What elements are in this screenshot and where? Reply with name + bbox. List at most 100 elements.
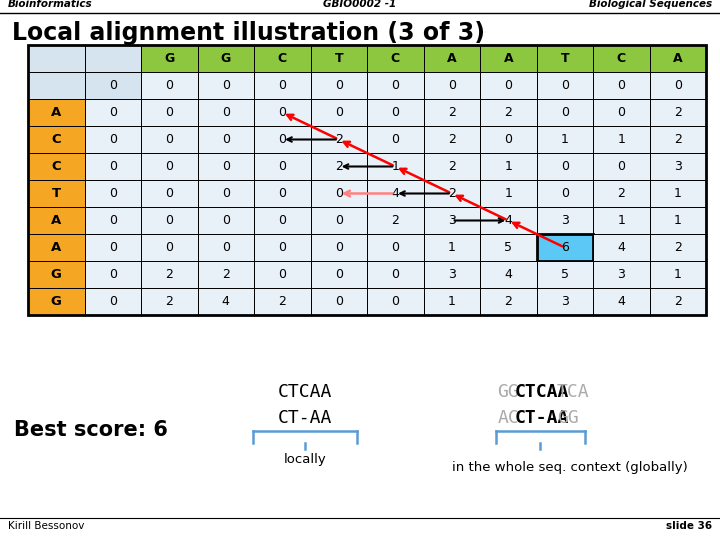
Text: in the whole seq. context (globally): in the whole seq. context (globally) bbox=[452, 462, 688, 475]
Bar bbox=[254, 261, 310, 288]
Bar bbox=[84, 45, 141, 72]
Text: 0: 0 bbox=[222, 79, 230, 92]
Bar bbox=[423, 99, 480, 126]
Text: 1: 1 bbox=[448, 295, 456, 308]
Text: 4: 4 bbox=[617, 241, 625, 254]
Text: T: T bbox=[560, 52, 569, 65]
Text: 0: 0 bbox=[335, 187, 343, 200]
Bar bbox=[367, 99, 423, 126]
Text: A: A bbox=[447, 52, 456, 65]
Text: 0: 0 bbox=[166, 214, 174, 227]
Bar bbox=[536, 261, 593, 288]
Text: 1: 1 bbox=[674, 268, 682, 281]
Bar bbox=[649, 234, 706, 261]
Bar bbox=[197, 45, 254, 72]
Bar bbox=[84, 99, 141, 126]
Text: Kirill Bessonov: Kirill Bessonov bbox=[8, 521, 84, 531]
Bar bbox=[649, 153, 706, 180]
Bar bbox=[84, 99, 141, 126]
Bar bbox=[423, 126, 480, 153]
Text: 0: 0 bbox=[109, 160, 117, 173]
Text: 0: 0 bbox=[278, 268, 287, 281]
Text: 2: 2 bbox=[448, 106, 456, 119]
Bar bbox=[423, 261, 480, 288]
Text: 1: 1 bbox=[504, 187, 512, 200]
Text: 0: 0 bbox=[617, 160, 625, 173]
Text: 1: 1 bbox=[674, 214, 682, 227]
Text: C: C bbox=[617, 52, 626, 65]
Bar bbox=[28, 153, 84, 180]
Text: C: C bbox=[278, 52, 287, 65]
Bar bbox=[141, 180, 197, 207]
Text: 0: 0 bbox=[561, 106, 569, 119]
Bar bbox=[649, 288, 706, 315]
Text: locally: locally bbox=[284, 454, 326, 467]
Bar bbox=[423, 72, 480, 99]
Bar bbox=[28, 180, 84, 207]
Text: 2: 2 bbox=[222, 268, 230, 281]
Text: 0: 0 bbox=[278, 187, 287, 200]
Bar bbox=[649, 261, 706, 288]
Bar bbox=[254, 99, 310, 126]
Bar bbox=[197, 153, 254, 180]
Text: 0: 0 bbox=[166, 133, 174, 146]
Bar bbox=[536, 153, 593, 180]
Text: 0: 0 bbox=[674, 79, 682, 92]
Text: 3: 3 bbox=[561, 295, 569, 308]
Bar bbox=[310, 45, 367, 72]
Bar bbox=[310, 72, 367, 99]
Bar bbox=[423, 153, 480, 180]
Text: C: C bbox=[51, 160, 61, 173]
Text: 0: 0 bbox=[109, 241, 117, 254]
Text: 1: 1 bbox=[617, 214, 625, 227]
Text: 0: 0 bbox=[109, 133, 117, 146]
Bar bbox=[649, 126, 706, 153]
Bar bbox=[28, 126, 84, 153]
Text: 0: 0 bbox=[278, 133, 287, 146]
Bar bbox=[84, 72, 141, 99]
Bar bbox=[593, 45, 649, 72]
Text: 0: 0 bbox=[391, 241, 400, 254]
Text: 0: 0 bbox=[504, 79, 512, 92]
Text: 0: 0 bbox=[109, 295, 117, 308]
Text: CT-AA: CT-AA bbox=[515, 409, 569, 427]
Text: 2: 2 bbox=[391, 214, 399, 227]
Text: T: T bbox=[334, 52, 343, 65]
Text: 4: 4 bbox=[391, 187, 399, 200]
Text: 0: 0 bbox=[222, 187, 230, 200]
Bar bbox=[536, 99, 593, 126]
Bar bbox=[480, 234, 536, 261]
Text: 0: 0 bbox=[448, 79, 456, 92]
Bar bbox=[310, 153, 367, 180]
Bar bbox=[254, 207, 310, 234]
Text: 0: 0 bbox=[391, 295, 400, 308]
Text: CT-AA: CT-AA bbox=[278, 409, 332, 427]
Text: 0: 0 bbox=[504, 133, 512, 146]
Bar bbox=[649, 180, 706, 207]
Text: 0: 0 bbox=[278, 241, 287, 254]
Bar bbox=[423, 234, 480, 261]
Bar bbox=[84, 288, 141, 315]
Text: 3: 3 bbox=[448, 214, 456, 227]
Bar bbox=[28, 45, 706, 315]
Bar bbox=[141, 72, 197, 99]
Bar bbox=[84, 153, 141, 180]
Text: GG: GG bbox=[498, 383, 519, 401]
Bar bbox=[141, 234, 197, 261]
Bar bbox=[197, 234, 254, 261]
Bar bbox=[254, 72, 310, 99]
Bar bbox=[197, 72, 254, 99]
Bar bbox=[367, 261, 423, 288]
Text: 1: 1 bbox=[448, 241, 456, 254]
Text: C: C bbox=[391, 52, 400, 65]
Bar bbox=[310, 99, 367, 126]
Text: 0: 0 bbox=[222, 160, 230, 173]
Text: Bioinformatics: Bioinformatics bbox=[8, 0, 93, 9]
Bar bbox=[28, 207, 84, 234]
Text: 2: 2 bbox=[674, 133, 682, 146]
Bar bbox=[141, 288, 197, 315]
Text: 2: 2 bbox=[166, 295, 174, 308]
Text: 3: 3 bbox=[561, 214, 569, 227]
Bar bbox=[367, 234, 423, 261]
Bar bbox=[649, 99, 706, 126]
